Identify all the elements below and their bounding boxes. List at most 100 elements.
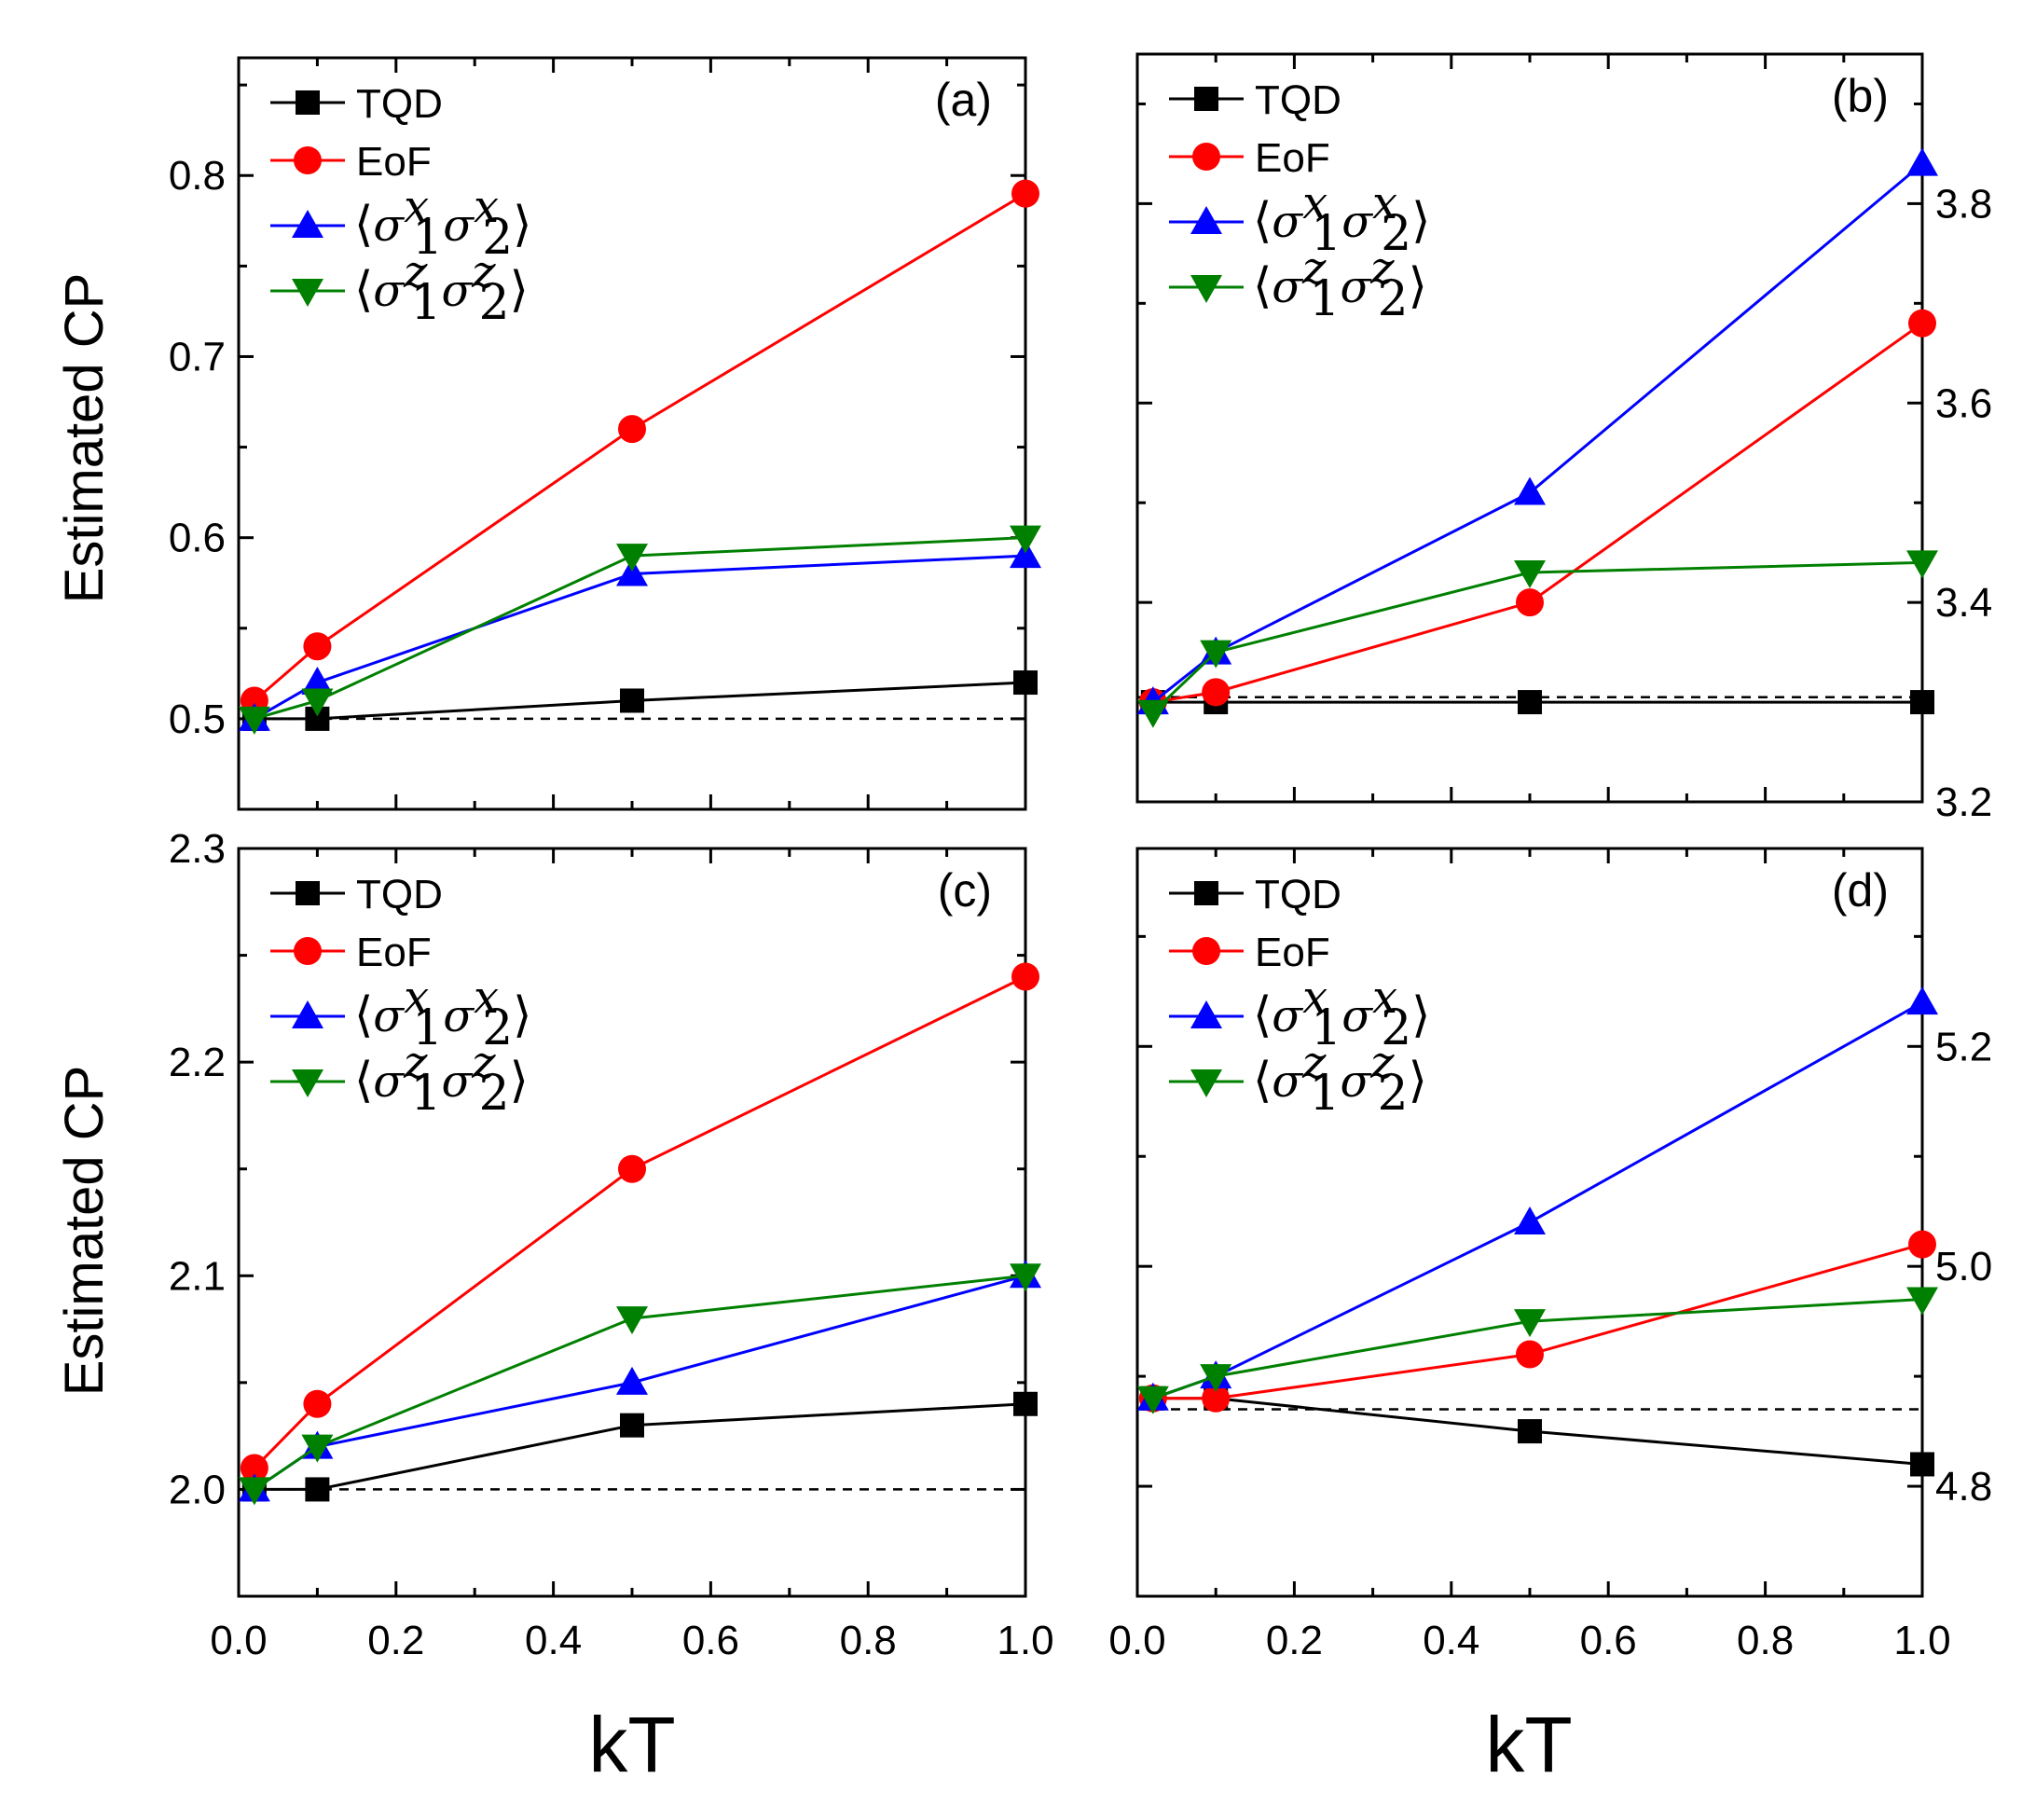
legend-marker-sxx xyxy=(1190,1000,1222,1028)
panel-a: 0.5 0.6 0.7 0.8 TQD EoF⟨σx 1σx 2⟩⟨σz 1σz 2⟩ (a) xyxy=(169,56,1041,811)
y-axis-title-top: Estimated CP xyxy=(54,273,115,604)
point-eof xyxy=(1908,309,1936,338)
legend-label-sxx: ⟨σx 1σx 2⟩ xyxy=(354,972,531,1056)
legend-label-szz: ⟨σz 1σz 2⟩ xyxy=(354,246,529,331)
point-tqd xyxy=(1518,690,1542,715)
point-eof xyxy=(303,1389,332,1418)
y-tick-label: 0.6 xyxy=(169,516,226,561)
series-line-eof xyxy=(1152,322,1923,704)
point-sxx xyxy=(1906,986,1938,1015)
legend-label-sxx: ⟨σx 1σx 2⟩ xyxy=(1253,972,1430,1056)
point-szz xyxy=(1010,1263,1041,1292)
y-tick-label: 2.1 xyxy=(169,1253,226,1299)
series-line-eof xyxy=(253,975,1026,1469)
point-eof xyxy=(1908,1230,1936,1259)
panel-label: (b) xyxy=(1832,70,1889,122)
legend-label-sxx: ⟨σx 1σx 2⟩ xyxy=(1253,177,1430,262)
y-tick-label: 3.8 xyxy=(1935,181,1992,227)
legend-marker-szz xyxy=(1190,1069,1222,1097)
panel-d: 0.0 0.2 0.4 0.6 0.8 1.0 4.8 5.0 5.2 TQD EoF⟨σx 1σx 2… xyxy=(1108,847,1992,1663)
y-tick-label: 3.2 xyxy=(1935,779,1992,825)
panel-label: (a) xyxy=(935,74,992,126)
point-eof xyxy=(303,632,332,661)
y-tick-label: 0.7 xyxy=(169,334,226,379)
point-szz xyxy=(616,1306,648,1335)
legend-marker-tqd xyxy=(296,881,320,905)
legend-label-szz: ⟨σz 1σz 2⟩ xyxy=(354,1037,529,1122)
point-szz xyxy=(1136,1386,1169,1414)
legend-label-tqd: TQD xyxy=(1255,77,1341,123)
legend-label-tqd: TQD xyxy=(356,81,443,127)
x-axis-title-right: kT xyxy=(1485,1701,1572,1788)
legend-marker-szz xyxy=(1190,275,1222,303)
point-szz xyxy=(616,544,648,572)
point-tqd xyxy=(620,1413,644,1438)
x-tick-label: 0.8 xyxy=(840,1618,897,1663)
panel-label: (c) xyxy=(938,864,992,917)
x-tick-label: 0.0 xyxy=(1108,1618,1165,1663)
legend-label-szz: ⟨σz 1σz 2⟩ xyxy=(1253,1037,1427,1122)
x-tick-label: 0.0 xyxy=(210,1618,267,1663)
panel-b: 3.2 3.4 3.6 3.8 TQD EoF⟨σx 1σx 2⟩⟨σz 1σz 2⟩ (b) xyxy=(1135,52,1992,825)
y-tick-label: 0.8 xyxy=(169,153,226,199)
series-line-szz xyxy=(254,536,1026,721)
point-szz xyxy=(1906,1287,1938,1316)
legend-label-eof: EoF xyxy=(1255,930,1330,975)
point-eof xyxy=(1011,179,1039,208)
legend-marker-szz xyxy=(292,279,323,307)
point-tqd xyxy=(1013,1391,1038,1416)
point-sxx xyxy=(616,558,648,586)
series-line-szz xyxy=(1151,560,1923,713)
y-tick-label: 3.6 xyxy=(1935,380,1992,426)
point-eof xyxy=(240,1454,268,1482)
point-szz xyxy=(1136,699,1169,728)
point-sxx xyxy=(616,1366,648,1395)
point-szz xyxy=(301,1434,334,1463)
point-eof xyxy=(618,415,646,444)
legend-label-eof: EoF xyxy=(356,139,432,185)
point-eof xyxy=(618,1154,646,1183)
series-line-tqd xyxy=(254,681,1026,721)
point-sxx xyxy=(301,667,334,696)
y-tick-label: 0.5 xyxy=(169,696,226,742)
x-tick-label: 0.8 xyxy=(1737,1618,1794,1663)
series-line-eof xyxy=(1152,1243,1923,1400)
point-tqd xyxy=(1518,1419,1542,1444)
legend-marker-tqd xyxy=(296,90,320,115)
x-tick-label: 1.0 xyxy=(997,1618,1053,1663)
panel-c: 0.0 0.2 0.4 0.6 0.8 1.0 2.0 2.1 2.2 2.3 TQD EoF⟨σx 1… xyxy=(169,826,1054,1663)
point-sxx xyxy=(1514,476,1546,505)
point-szz xyxy=(1906,550,1938,579)
point-eof xyxy=(1011,962,1039,991)
point-eof xyxy=(1202,678,1231,707)
series-line-tqd xyxy=(254,1402,1026,1491)
point-tqd xyxy=(1013,670,1038,696)
legend-label-szz: ⟨σz 1σz 2⟩ xyxy=(1253,242,1427,327)
point-szz xyxy=(1514,1309,1546,1338)
legend-marker-eof xyxy=(294,937,322,965)
y-tick-label: 2.0 xyxy=(169,1467,226,1512)
legend-marker-sxx xyxy=(292,1000,323,1028)
point-szz xyxy=(1514,560,1546,589)
legend-marker-eof xyxy=(1192,143,1220,171)
legend-label-tqd: TQD xyxy=(356,872,443,917)
x-tick-label: 0.4 xyxy=(1423,1618,1479,1663)
point-sxx xyxy=(1514,1206,1546,1234)
point-szz xyxy=(1010,525,1041,554)
y-tick-label: 4.8 xyxy=(1935,1464,1992,1510)
x-tick-label: 0.6 xyxy=(682,1618,739,1663)
point-sxx xyxy=(1906,147,1938,176)
x-tick-label: 1.0 xyxy=(1893,1618,1950,1663)
point-eof xyxy=(1202,1384,1231,1413)
x-tick-label: 0.2 xyxy=(1266,1618,1323,1663)
series-line-eof xyxy=(253,192,1026,702)
legend-label-sxx: ⟨σx 1σx 2⟩ xyxy=(354,181,531,266)
legend-marker-szz xyxy=(292,1069,323,1097)
y-tick-label: 3.4 xyxy=(1935,580,1992,626)
point-sxx xyxy=(1010,540,1041,569)
legend-label-eof: EoF xyxy=(356,930,432,975)
x-tick-label: 0.4 xyxy=(525,1618,582,1663)
y-tick-label: 2.2 xyxy=(169,1040,226,1085)
legend-label-eof: EoF xyxy=(1255,135,1330,181)
point-tqd xyxy=(1910,1452,1934,1477)
